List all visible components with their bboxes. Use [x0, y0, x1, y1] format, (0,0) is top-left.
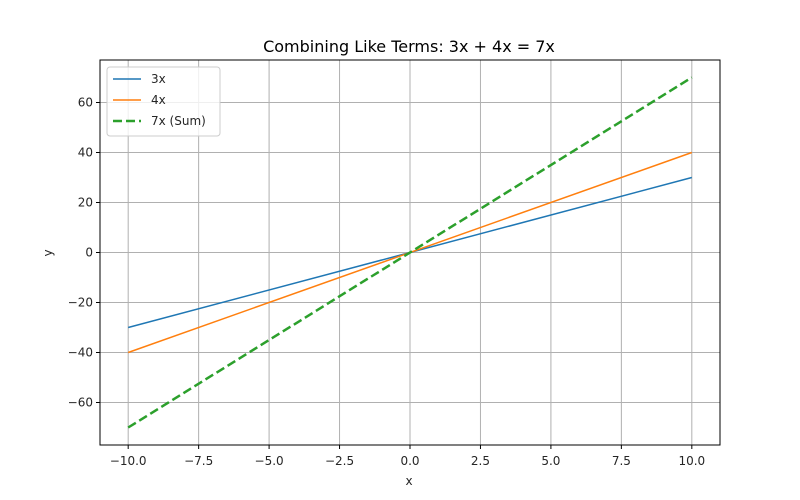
legend-label: 4x: [151, 93, 166, 107]
x-axis: −10.0 −7.5 −5.0 −2.5 0.0 2.5 5.0 7.5 10.0: [110, 445, 705, 468]
x-tick-label: −10.0: [110, 454, 147, 468]
y-tick-label: 40: [78, 146, 93, 160]
y-tick-label: −20: [68, 296, 93, 310]
x-tick-label: −5.0: [255, 454, 284, 468]
x-tick-label: −7.5: [184, 454, 213, 468]
legend: 3x 4x 7x (Sum): [106, 66, 221, 137]
x-tick-label: 5.0: [541, 454, 560, 468]
x-tick-label: 2.5: [471, 454, 490, 468]
legend-box: [106, 66, 221, 137]
x-tick-label: 10.0: [678, 454, 705, 468]
y-axis-label: y: [41, 249, 55, 256]
y-tick-label: 0: [85, 246, 93, 260]
series-line-2: [127, 76, 693, 429]
chart-title: Combining Like Terms: 3x + 4x = 7x: [263, 37, 555, 56]
y-tick-label: 60: [78, 96, 93, 110]
legend-label: 7x (Sum): [151, 114, 206, 128]
y-axis: −60 −40 −20 0 20 40 60: [68, 96, 100, 410]
x-tick-label: 0.0: [400, 454, 419, 468]
y-tick-label: −60: [68, 396, 93, 410]
y-tick-label: −40: [68, 346, 93, 360]
legend-label: 3x: [151, 72, 166, 86]
x-tick-label: 7.5: [612, 454, 631, 468]
x-tick-label: −2.5: [325, 454, 354, 468]
plot-lines: [127, 76, 693, 429]
x-axis-label: x: [405, 474, 412, 488]
y-tick-label: 20: [78, 196, 93, 210]
